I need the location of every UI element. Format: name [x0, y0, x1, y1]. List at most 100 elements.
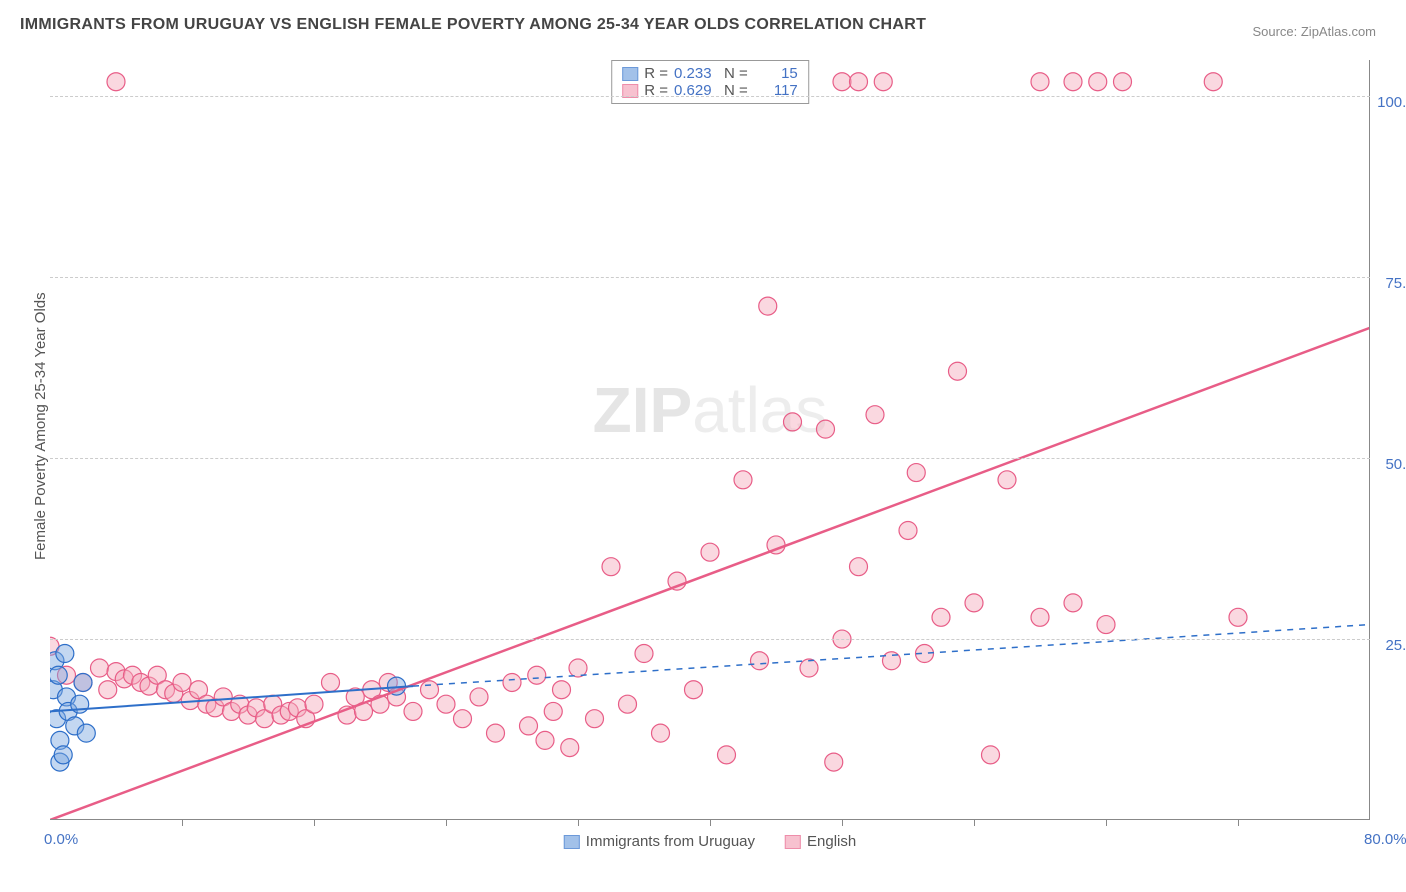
- data-point-english: [602, 558, 620, 576]
- data-point-english: [817, 420, 835, 438]
- data-point-english: [1114, 73, 1132, 91]
- data-point-english: [322, 673, 340, 691]
- data-point-english: [1204, 73, 1222, 91]
- data-point-english: [544, 702, 562, 720]
- data-point-english: [1064, 73, 1082, 91]
- x-tick-label: 0.0%: [44, 831, 78, 848]
- x-tickmark: [1106, 820, 1107, 826]
- data-point-english: [619, 695, 637, 713]
- data-point-english: [569, 659, 587, 677]
- legend-r-value: 0.233: [674, 65, 718, 82]
- legend-swatch: [564, 835, 580, 849]
- data-point-english: [503, 673, 521, 691]
- data-point-uruguay: [74, 673, 92, 691]
- chart-container: IMMIGRANTS FROM URUGUAY VS ENGLISH FEMAL…: [0, 0, 1406, 892]
- data-point-english: [520, 717, 538, 735]
- data-point-uruguay: [56, 645, 74, 663]
- x-tickmark: [710, 820, 711, 826]
- data-point-english: [1031, 608, 1049, 626]
- bottom-legend-item-english: English: [785, 833, 856, 850]
- x-tickmark: [842, 820, 843, 826]
- x-tickmark: [182, 820, 183, 826]
- gridline: [50, 277, 1370, 278]
- data-point-uruguay: [54, 746, 72, 764]
- data-point-english: [1089, 73, 1107, 91]
- data-point-english: [437, 695, 455, 713]
- data-point-english: [751, 652, 769, 670]
- data-point-english: [421, 681, 439, 699]
- y-axis-label: Female Poverty Among 25-34 Year Olds: [32, 292, 49, 560]
- data-point-english: [899, 521, 917, 539]
- legend-swatch: [785, 835, 801, 849]
- x-tickmark: [446, 820, 447, 826]
- data-point-english: [759, 297, 777, 315]
- data-point-english: [553, 681, 571, 699]
- data-point-english: [866, 406, 884, 424]
- x-tickmark: [1238, 820, 1239, 826]
- data-point-english: [718, 746, 736, 764]
- data-point-english: [850, 558, 868, 576]
- scatter-plot-svg: [50, 60, 1370, 820]
- data-point-english: [91, 659, 109, 677]
- legend-n-label: N =: [724, 65, 748, 82]
- y-tick-label: 25.0%: [1385, 637, 1406, 654]
- data-point-english: [487, 724, 505, 742]
- data-point-english: [1031, 73, 1049, 91]
- data-point-english: [734, 471, 752, 489]
- data-point-english: [470, 688, 488, 706]
- data-point-english: [536, 731, 554, 749]
- bottom-legend-item-uruguay: Immigrants from Uruguay: [564, 833, 755, 850]
- data-point-english: [586, 710, 604, 728]
- data-point-english: [1064, 594, 1082, 612]
- data-point-english: [561, 739, 579, 757]
- correlation-legend: R = 0.233 N = 15 R = 0.629 N = 117: [611, 60, 809, 104]
- data-point-english: [99, 681, 117, 699]
- legend-n-value: 15: [754, 65, 798, 82]
- legend-swatch: [622, 67, 638, 81]
- data-point-english: [965, 594, 983, 612]
- data-point-english: [635, 645, 653, 663]
- trendline-english: [50, 328, 1370, 820]
- data-point-english: [1097, 616, 1115, 634]
- legend-label: Immigrants from Uruguay: [586, 833, 755, 850]
- data-point-english: [833, 73, 851, 91]
- data-point-english: [173, 673, 191, 691]
- data-point-english: [454, 710, 472, 728]
- gridline: [50, 458, 1370, 459]
- y-axis-line: [1369, 60, 1370, 820]
- data-point-english: [784, 413, 802, 431]
- data-point-uruguay: [77, 724, 95, 742]
- data-point-english: [998, 471, 1016, 489]
- x-tickmark: [974, 820, 975, 826]
- gridline: [50, 96, 1370, 97]
- data-point-english: [404, 702, 422, 720]
- legend-label: English: [807, 833, 856, 850]
- data-point-english: [685, 681, 703, 699]
- source-label: Source: ZipAtlas.com: [1252, 24, 1376, 39]
- data-point-english: [907, 464, 925, 482]
- data-point-english: [825, 753, 843, 771]
- x-tickmark: [578, 820, 579, 826]
- x-tickmark: [314, 820, 315, 826]
- series-legend: Immigrants from Uruguay English: [564, 833, 856, 850]
- gridline: [50, 639, 1370, 640]
- data-point-english: [1229, 608, 1247, 626]
- data-point-english: [305, 695, 323, 713]
- data-point-english: [652, 724, 670, 742]
- data-point-english: [949, 362, 967, 380]
- data-point-english: [850, 73, 868, 91]
- chart-title: IMMIGRANTS FROM URUGUAY VS ENGLISH FEMAL…: [20, 16, 926, 34]
- y-tick-label: 50.0%: [1385, 456, 1406, 473]
- data-point-english: [701, 543, 719, 561]
- x-tick-label: 80.0%: [1364, 831, 1406, 848]
- legend-r-label: R =: [644, 65, 668, 82]
- legend-row-uruguay: R = 0.233 N = 15: [622, 65, 798, 82]
- data-point-english: [932, 608, 950, 626]
- data-point-english: [800, 659, 818, 677]
- plot-area: ZIPatlas R = 0.233 N = 15 R = 0.629 N = …: [50, 60, 1370, 820]
- data-point-uruguay: [50, 666, 67, 684]
- y-tick-label: 100.0%: [1377, 94, 1406, 111]
- y-tick-label: 75.0%: [1385, 275, 1406, 292]
- data-point-english: [528, 666, 546, 684]
- data-point-english: [982, 746, 1000, 764]
